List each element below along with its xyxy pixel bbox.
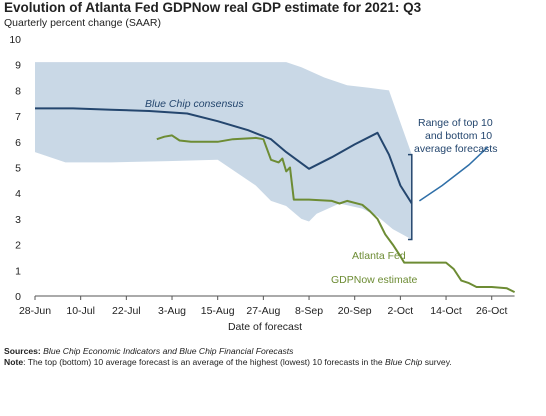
x-axis-label: Date of forecast — [228, 321, 302, 333]
range-band — [35, 62, 412, 240]
y-tick-label: 5 — [15, 163, 21, 175]
methodology-note: Note: The top (bottom) 10 average foreca… — [4, 357, 542, 368]
x-tick-label: 26-Oct — [476, 305, 508, 317]
annotation-layer: Blue Chip consensus Range of top 10 and … — [145, 98, 497, 333]
x-tick-label: 15-Aug — [201, 305, 235, 317]
note-text-italic: Blue Chip — [385, 357, 423, 367]
gdpnow-label-line-2: GDPNow estimate — [331, 274, 418, 286]
axis-layer: 0 1 2 3 4 5 6 7 8 9 10 28-Jun 10-Jul 22-Jul 3-Aug 15-Au… — [9, 34, 515, 317]
y-tick-label: 9 — [15, 60, 21, 72]
y-tick-label: 4 — [15, 188, 21, 200]
y-tick-label: 7 — [15, 111, 21, 123]
y-tick-label: 10 — [9, 34, 21, 46]
band-layer — [35, 62, 412, 240]
range-callout-line — [418, 146, 489, 202]
gdp-chart: 0 1 2 3 4 5 6 7 8 9 10 28-Jun 10-Jul 22-Jul 3-Aug 15-Au… — [9, 34, 516, 333]
x-tick-label: 3-Aug — [158, 305, 186, 317]
x-tick-label: 20-Sep — [338, 305, 372, 317]
x-tick-label: 28-Jun — [19, 305, 51, 317]
y-tick-label: 1 — [15, 265, 21, 277]
x-tick-label: 8-Sep — [295, 305, 323, 317]
y-tick-label: 6 — [15, 137, 21, 149]
y-tick-label: 3 — [15, 214, 21, 226]
chart-title: Evolution of Atlanta Fed GDPNow real GDP… — [4, 0, 422, 15]
range-bracket — [407, 153, 413, 241]
blue-chip-line — [35, 107, 413, 205]
note-text-1: : The top (bottom) 10 average forecast i… — [23, 357, 386, 367]
x-tick-label: 22-Jul — [112, 305, 141, 317]
chart-subtitle: Quarterly percent change (SAAR) — [4, 17, 161, 29]
line-layer — [35, 107, 516, 293]
range-label-line-3: average forecasts — [414, 143, 497, 155]
y-tick-label: 8 — [15, 85, 21, 97]
note-label: Note — [4, 357, 24, 367]
range-label-line-1: Range of top 10 — [418, 117, 493, 129]
range-label-line-2: and bottom 10 — [425, 130, 492, 142]
x-tick-label: 27-Aug — [246, 305, 280, 317]
x-tick-label: 14-Oct — [430, 305, 462, 317]
sources-note: Sources: Blue Chip Economic Indicators a… — [4, 346, 293, 357]
gdpnow-label-line-1: Atlanta Fed — [352, 250, 406, 262]
x-tick-label: 10-Jul — [66, 305, 95, 317]
note-text-2: survey. — [422, 357, 452, 367]
sources-text: Blue Chip Economic Indicators and Blue C… — [43, 346, 294, 356]
y-tick-label: 2 — [15, 240, 21, 252]
y-tick-label: 0 — [15, 291, 21, 303]
x-tick-label: 2-Oct — [388, 305, 414, 317]
blue-chip-label: Blue Chip consensus — [145, 98, 244, 110]
gdpnow-line — [156, 134, 516, 293]
sources-label: Sources: — [4, 346, 41, 356]
